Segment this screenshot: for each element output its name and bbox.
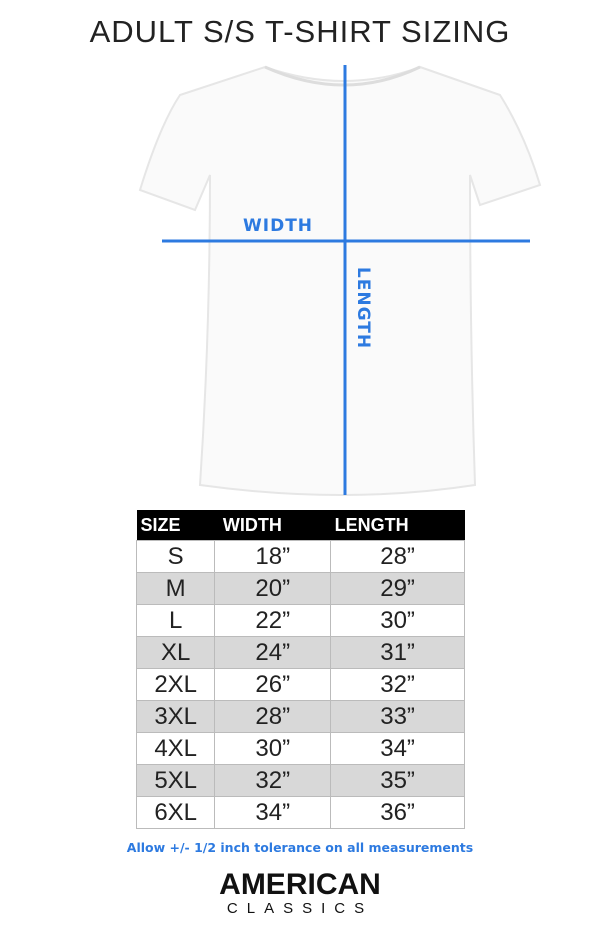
cell-size: S bbox=[135, 540, 216, 573]
cell-length: 32” bbox=[330, 668, 465, 701]
size-table: SIZE WIDTH LENGTH S 18” 28” M 20” 29” L 22” 30” X… bbox=[135, 510, 465, 829]
cell-size: 5XL bbox=[135, 764, 216, 797]
cell-length: 33” bbox=[330, 700, 465, 733]
cell-width: 24” bbox=[214, 636, 332, 669]
cell-size: 3XL bbox=[135, 700, 216, 733]
cell-length: 30” bbox=[330, 604, 465, 637]
table-row: 5XL 32” 35” bbox=[135, 764, 465, 797]
cell-length: 35” bbox=[330, 764, 465, 797]
table-row: M 20” 29” bbox=[135, 572, 465, 605]
table-row: S 18” 28” bbox=[135, 540, 465, 573]
width-label: WIDTH bbox=[243, 216, 314, 236]
cell-size: 4XL bbox=[135, 732, 216, 765]
cell-width: 30” bbox=[214, 732, 332, 765]
cell-size: 6XL bbox=[135, 796, 216, 829]
cell-width: 20” bbox=[214, 572, 332, 605]
length-label: LENGTH bbox=[353, 266, 373, 350]
table-row: 4XL 30” 34” bbox=[135, 732, 465, 765]
cell-size: M bbox=[135, 572, 216, 605]
cell-length: 34” bbox=[330, 732, 465, 765]
cell-width: 18” bbox=[214, 540, 332, 573]
page-title: ADULT S/S T-SHIRT SIZING bbox=[89, 14, 511, 49]
cell-width: 22” bbox=[214, 604, 332, 637]
cell-width: 28” bbox=[214, 700, 332, 733]
header-size: SIZE bbox=[136, 510, 215, 541]
header-length: LENGTH bbox=[330, 510, 465, 541]
cell-length: 36” bbox=[330, 796, 465, 829]
cell-size: L bbox=[135, 604, 216, 637]
cell-width: 34” bbox=[214, 796, 332, 829]
cell-length: 28” bbox=[330, 540, 465, 573]
cell-size: 2XL bbox=[135, 668, 216, 701]
table-row: 6XL 34” 36” bbox=[135, 796, 465, 829]
table-row: 2XL 26” 32” bbox=[135, 668, 465, 701]
brand-logo: AMERICAN bbox=[219, 868, 381, 901]
cell-width: 32” bbox=[214, 764, 332, 797]
table-row: 3XL 28” 33” bbox=[135, 700, 465, 733]
table-row: L 22” 30” bbox=[135, 604, 465, 637]
cell-size: XL bbox=[135, 636, 216, 669]
tshirt-image bbox=[138, 65, 542, 496]
cell-length: 29” bbox=[330, 572, 465, 605]
table-row: XL 24” 31” bbox=[135, 636, 465, 669]
tshirt-diagram bbox=[138, 65, 542, 496]
tolerance-note: Allow +/- 1/2 inch tolerance on all meas… bbox=[126, 840, 474, 855]
cell-width: 26” bbox=[214, 668, 332, 701]
cell-length: 31” bbox=[330, 636, 465, 669]
brand-logo-sub: CLASSICS bbox=[226, 900, 374, 917]
header-width: WIDTH bbox=[214, 510, 331, 541]
